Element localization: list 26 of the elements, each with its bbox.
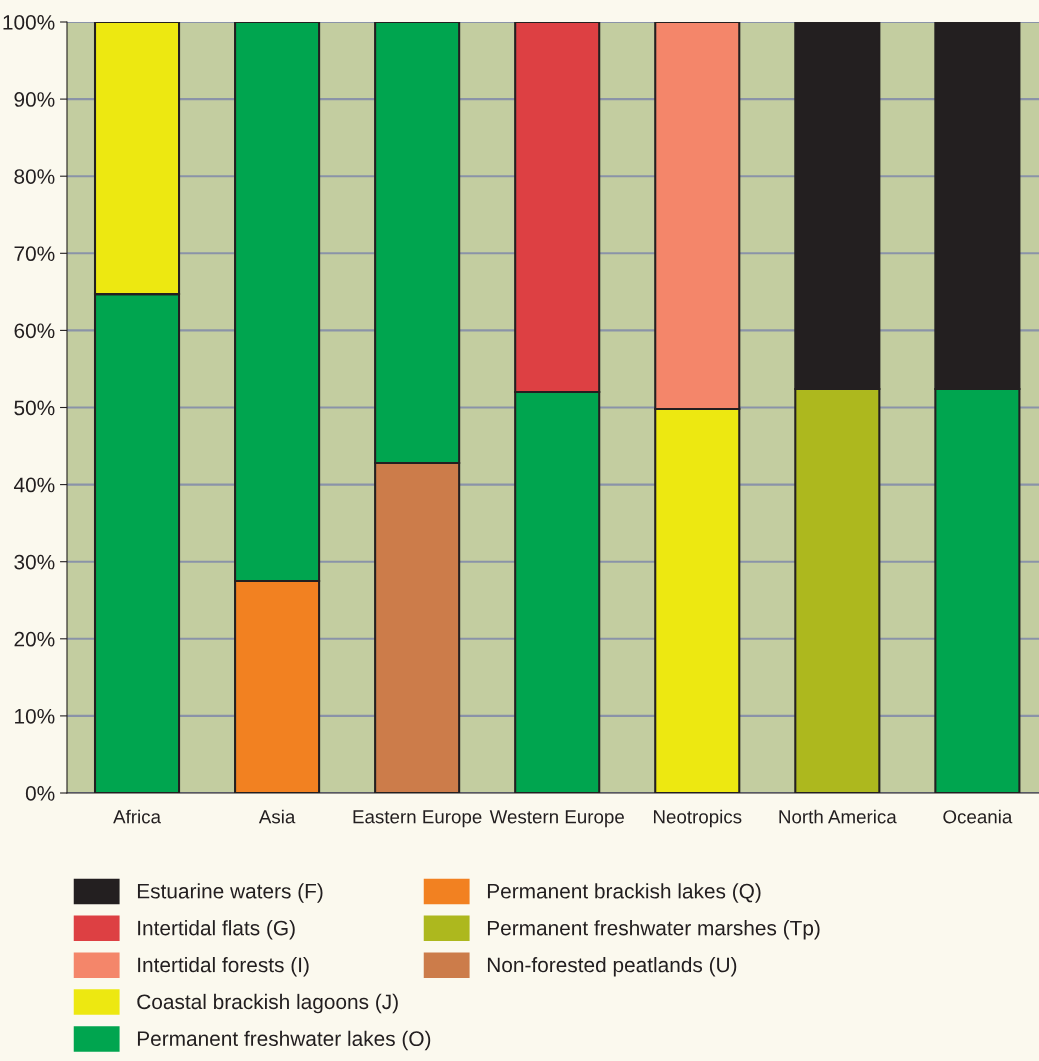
legend-label: Permanent freshwater marshes (Tp) [487, 920, 820, 940]
x-tick-label: Asia [258, 809, 296, 824]
x-tick-label: Neotropics [653, 809, 742, 828]
y-tick-label: 40% [13, 477, 55, 493]
x-tick-label: Eastern Europe [353, 810, 482, 828]
y-tick-label: 30% [14, 554, 55, 570]
legend-label: Non-forested peatlands (U) [487, 956, 737, 977]
x-tick-label: North America [779, 809, 897, 824]
x-tick-label: Africa [113, 809, 161, 824]
y-tick-label: 10% [15, 708, 55, 724]
y-tick-label: 0% [25, 786, 55, 801]
y-tick-label: 80% [14, 169, 55, 184]
legend-label: Coastal brackish lagoons (J) [137, 993, 398, 1014]
y-tick-label: 20% [14, 631, 55, 647]
y-tick-label: 70% [14, 246, 55, 262]
y-tick-label: 100% [3, 15, 55, 30]
y-tick-label: 60% [14, 323, 55, 339]
legend-label: Intertidal forests (I) [138, 956, 309, 977]
y-tick-label: 50% [14, 400, 55, 416]
y-tick-label: 90% [14, 92, 55, 107]
legend-label: Permanent brackish lakes (Q) [487, 883, 761, 903]
legend-label: Estuarine waters (F) [137, 883, 323, 903]
legend-label: Permanent freshwater lakes (O) [137, 1030, 431, 1051]
x-tick-label: Western Europe [489, 810, 624, 828]
x-tick-label: Oceania [943, 809, 1013, 824]
legend-label: Intertidal flats (G) [138, 920, 295, 940]
